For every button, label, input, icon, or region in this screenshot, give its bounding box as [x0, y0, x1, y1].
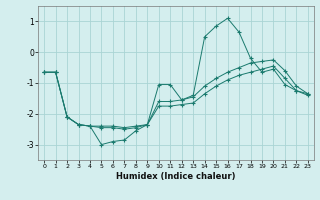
X-axis label: Humidex (Indice chaleur): Humidex (Indice chaleur)	[116, 172, 236, 181]
